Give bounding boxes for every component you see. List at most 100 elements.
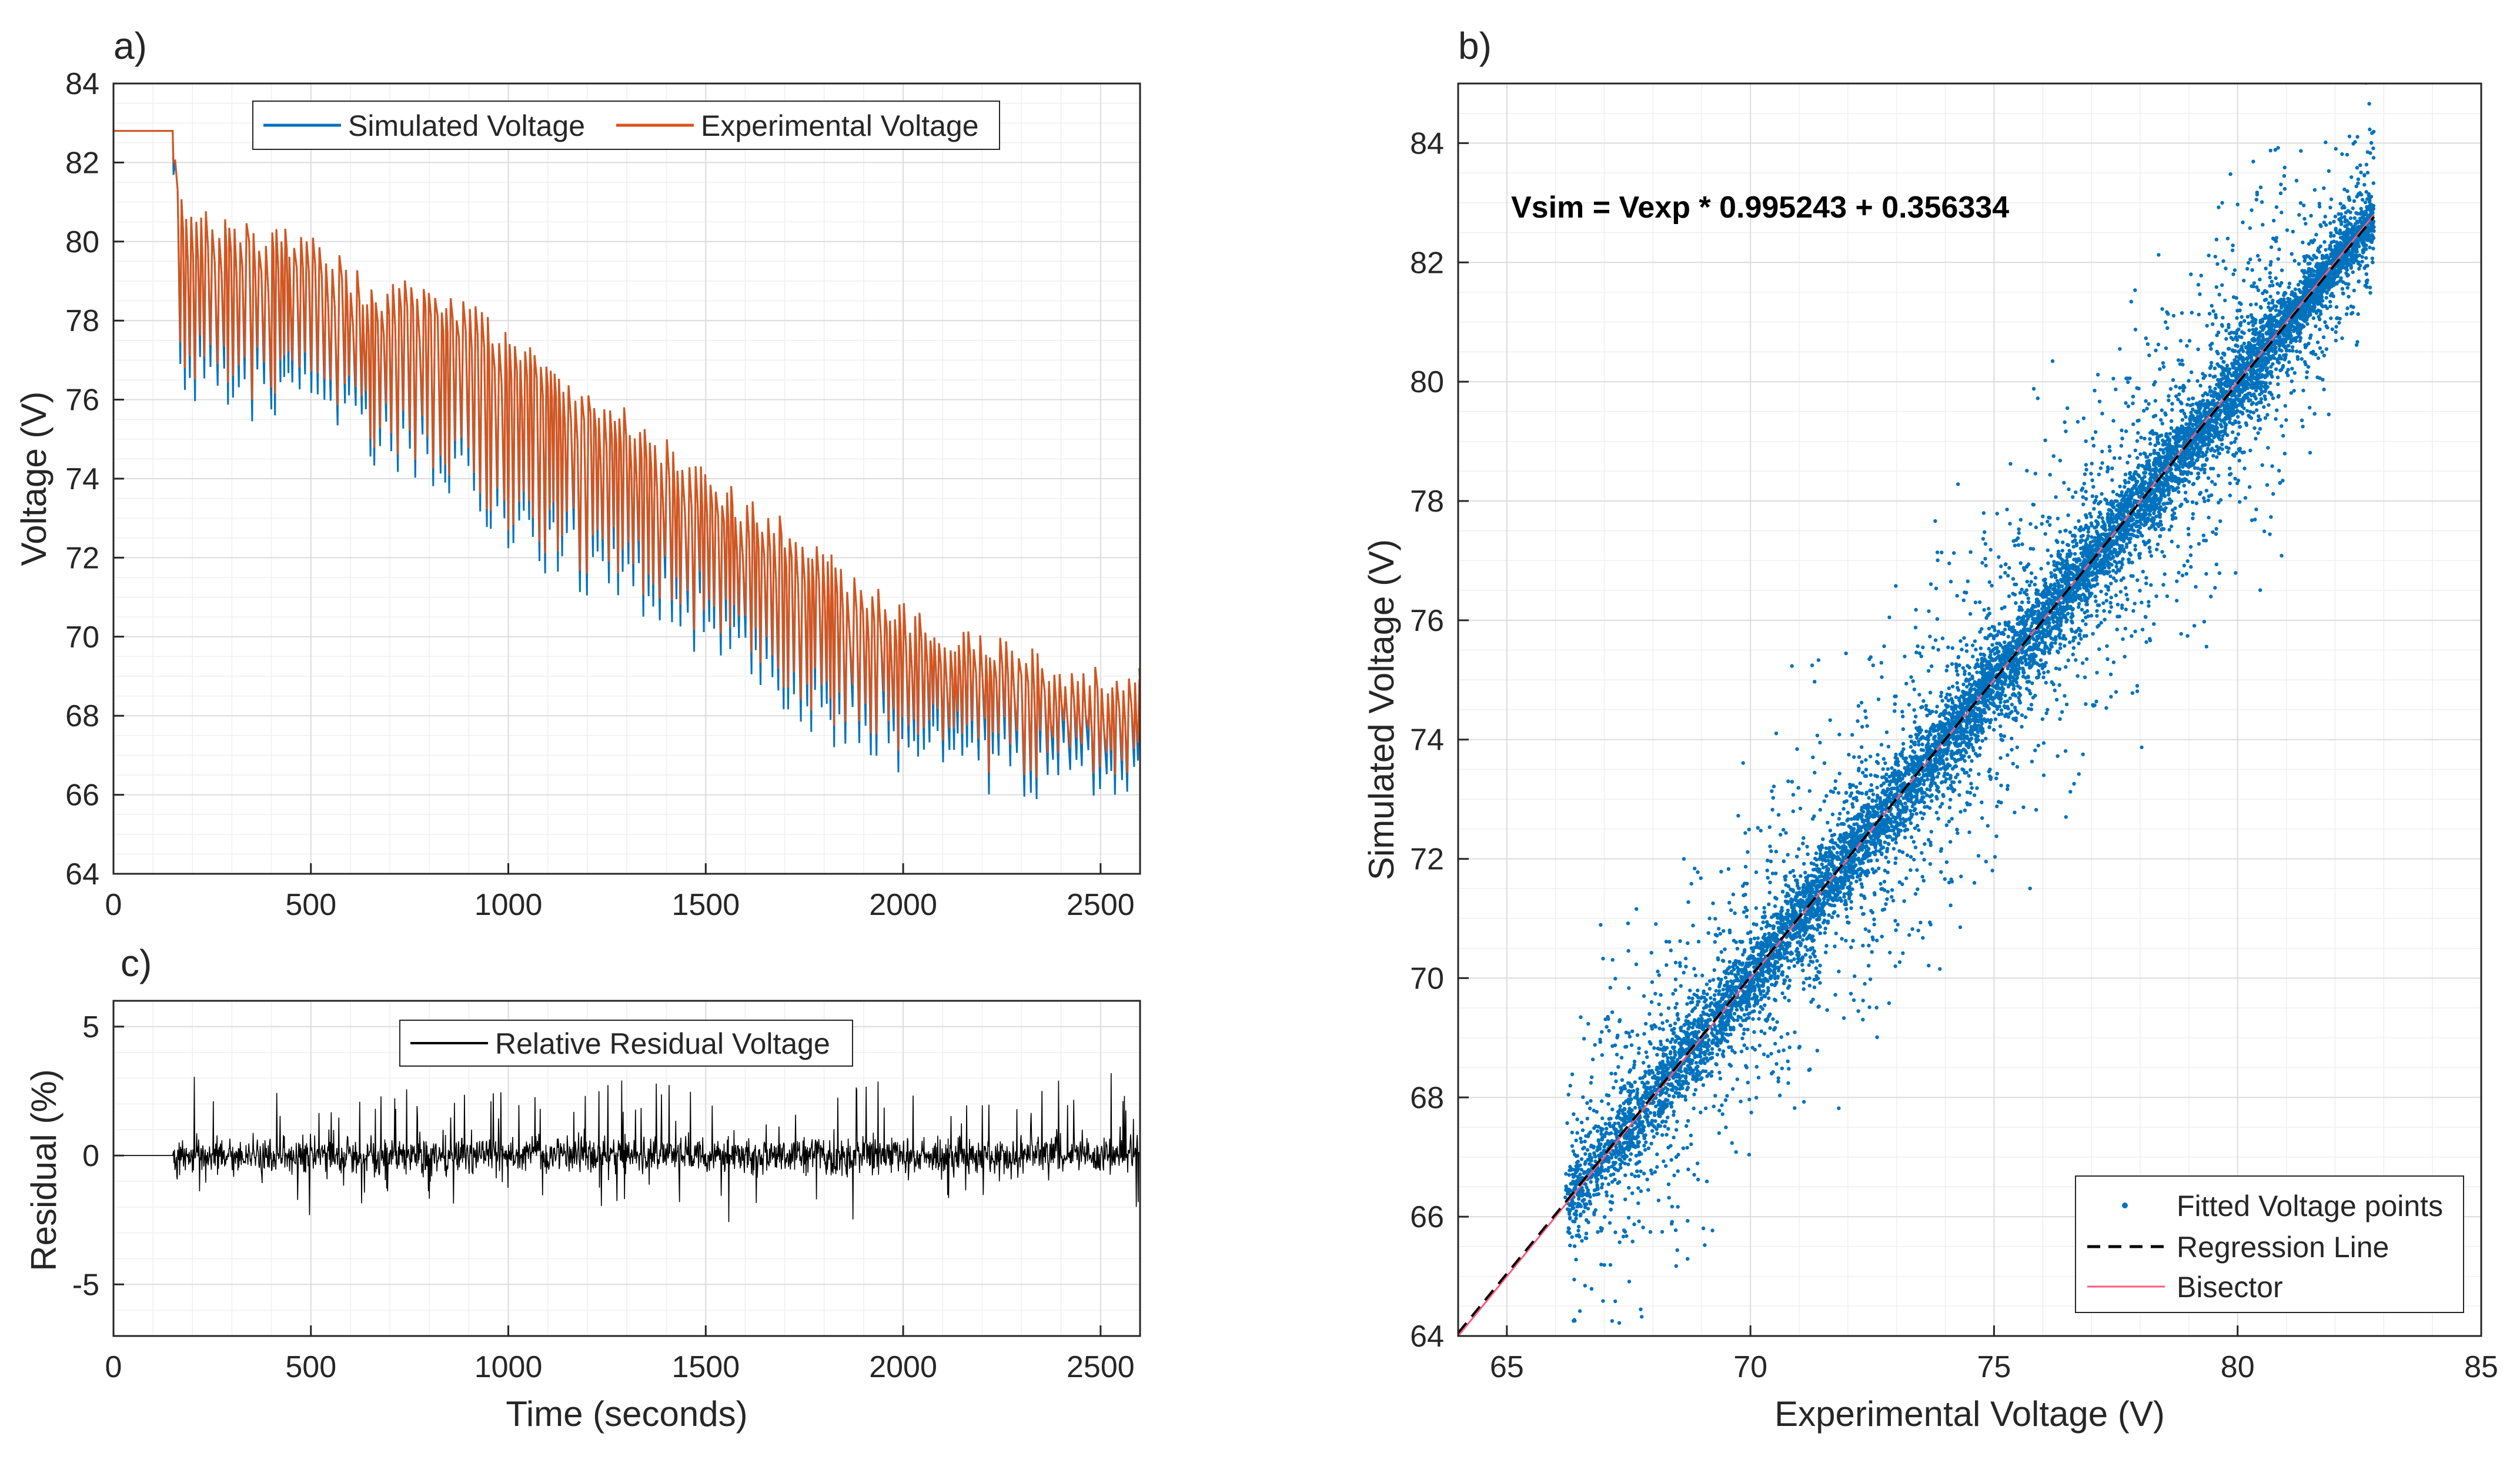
scatter-point [2120,428,2124,432]
scatter-point [2204,644,2208,649]
scatter-point [2127,480,2131,485]
scatter-point [1622,1157,1627,1161]
scatter-point [2013,543,2017,547]
y-tick-label: 78 [65,304,99,338]
scatter-point [2213,482,2217,486]
scatter-point [1768,1026,1772,1030]
scatter-point [2349,175,2354,179]
scatter-point [1980,656,1984,661]
scatter-point [1802,1100,1806,1104]
scatter-point [1707,1038,1711,1042]
scatter-point [2252,426,2257,430]
scatter-point [2268,148,2272,153]
scatter-point [1844,938,1848,943]
scatter-point [1655,1131,1659,1135]
scatter-point [1806,852,1810,856]
scatter-point [2290,252,2294,256]
panel-c-ticks: 0 500 1000 1500 2000 2500-505 [72,1010,1135,1384]
scatter-point [2274,308,2278,312]
scatter-point [1713,993,1717,997]
scatter-point [1674,1128,1679,1132]
scatter-point [1595,1110,1599,1114]
scatter-point [1963,808,1967,813]
scatter-point [1611,1149,1615,1153]
scatter-point [1721,987,1725,992]
scatter-point [1991,636,1996,640]
scatter-point [1686,1027,1690,1031]
scatter-point [2332,219,2336,224]
scatter-point [2135,689,2140,693]
scatter-point [1786,853,1790,857]
scatter-point [1909,675,1913,679]
scatter-point [1998,724,2003,729]
scatter-point [1642,1032,1646,1036]
scatter-point [1784,874,1788,879]
scatter-point [2063,749,2068,753]
scatter-point [1718,931,1722,936]
scatter-point [1754,870,1759,874]
scatter-point [1756,1075,1761,1080]
scatter-point [1762,1052,1766,1057]
scatter-point [2017,527,2021,532]
scatter-point [1775,1020,1779,1024]
scatter-point [1777,1093,1782,1098]
scatter-point [1867,929,1871,933]
scatter-point [2207,515,2211,520]
scatter-point [1780,1066,1784,1071]
scatter-point [1853,974,1857,978]
scatter-point [1784,831,1788,835]
scatter-point [1652,1046,1656,1050]
scatter-point [1786,884,1790,889]
scatter-point [2209,594,2213,599]
scatter-point [2240,315,2244,319]
scatter-point [2142,409,2146,413]
scatter-point [1706,931,1710,935]
scatter-point [1632,1065,1636,1070]
scatter-point [1791,809,1795,813]
scatter-point [2184,490,2188,495]
scatter-point [1610,1194,1614,1198]
scatter-point [1717,1070,1722,1075]
scatter-point [1961,682,1966,687]
scatter-point [1607,1028,1611,1033]
scatter-point [2357,279,2361,284]
scatter-point [1992,625,1996,629]
scatter-point [2124,593,2128,597]
scatter-point [1645,1055,1649,1059]
scatter-point [2057,683,2061,687]
scatter-point [1692,967,1696,971]
scatter-point [1859,700,1864,705]
scatter-point [1987,580,1991,584]
scatter-point [1935,704,1939,709]
scatter-point [1610,1319,1615,1323]
scatter-point [2217,292,2221,297]
scatter-point [2355,135,2359,139]
scatter-point [1680,1094,1684,1098]
scatter-point [2154,547,2159,552]
scatter-point [2082,482,2086,486]
scatter-point [1940,699,1944,703]
relative-residual-line [113,1073,1140,1222]
scatter-point [2370,256,2375,260]
scatter-point [1848,783,1852,787]
scatter-point [2202,620,2207,624]
scatter-point [1665,1038,1669,1043]
scatter-point [1995,771,1999,776]
scatter-point [1867,964,1871,968]
scatter-point [1608,1262,1613,1267]
scatter-point [2257,258,2262,262]
scatter-point [2139,435,2143,440]
scatter-point [1863,981,1867,986]
scatter-point [2209,360,2214,365]
x-tick-label: 500 [285,1350,336,1384]
scatter-point [1871,937,1875,942]
scatter-point [2049,571,2053,575]
scatter-point [1786,779,1790,783]
scatter-point [1626,1162,1630,1167]
scatter-point [1675,1120,1679,1124]
scatter-point [2073,552,2077,556]
scatter-point [1669,948,1673,953]
scatter-point [2356,181,2360,185]
scatter-point [2133,448,2137,453]
scatter-point [2371,260,2375,265]
